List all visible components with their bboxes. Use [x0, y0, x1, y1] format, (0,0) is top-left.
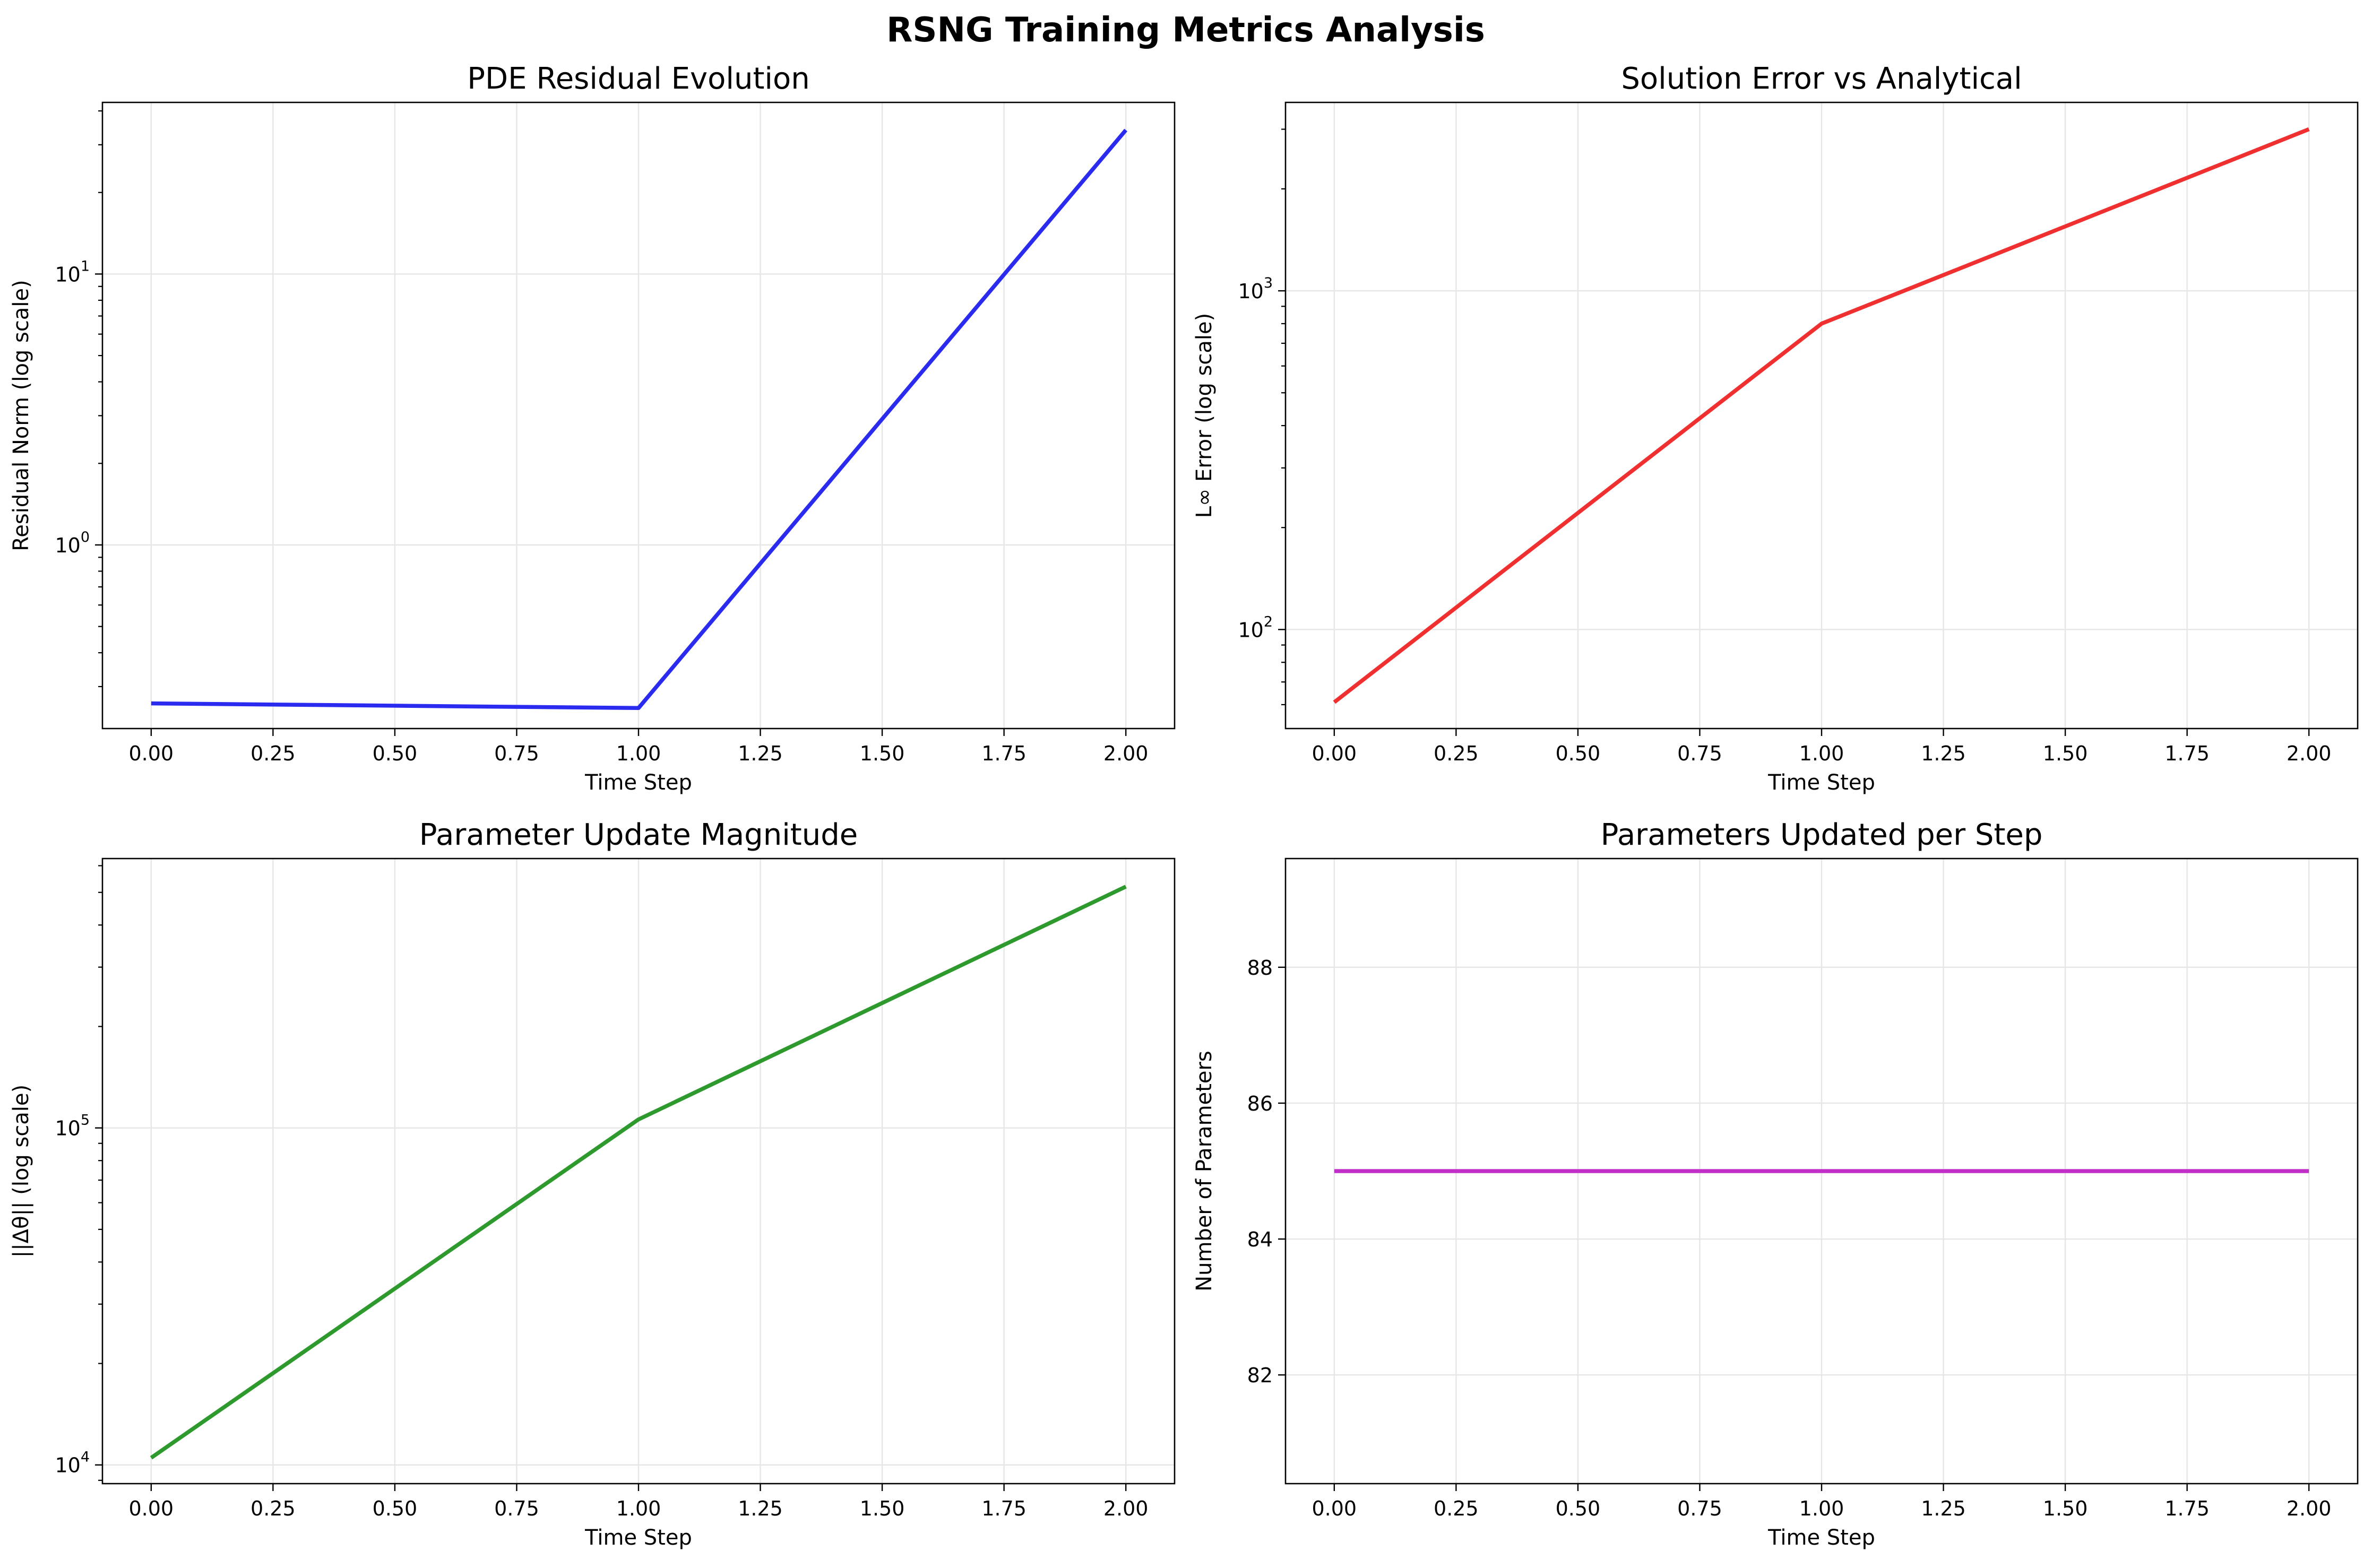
params-xtick-label-3: 0.75 [1677, 1497, 1722, 1520]
update-xtick-label-6: 1.50 [860, 1497, 905, 1520]
update-ytick-label-1: 105 [55, 1112, 90, 1140]
residual-xtick-label-2: 0.50 [373, 742, 418, 765]
figure-title: RSNG Training Metrics Analysis [886, 11, 1485, 50]
error-xtick-label-6: 1.50 [2043, 742, 2088, 765]
residual-panel: 0.00 0.25 0.50 0.75 1.00 1.25 1.50 1.75 2.00 100 1… [9, 62, 1176, 795]
update-xtick-label-4: 1.00 [616, 1497, 661, 1520]
update-xtick-label-1: 0.25 [251, 1497, 296, 1520]
error-panel: 0.00 0.25 0.50 0.75 1.00 1.25 1.50 1.75 2.00 102 1… [1192, 62, 2359, 795]
error-xtick-label-2: 0.50 [1556, 742, 1601, 765]
update-title: Parameter Update Magnitude [419, 818, 858, 852]
update-xtick-label-2: 0.50 [373, 1497, 418, 1520]
params-ytick-label-1: 84 [1247, 1228, 1273, 1251]
subplot-grid: 0.00 0.25 0.50 0.75 1.00 1.25 1.50 1.75 2.00 100 1… [9, 62, 2359, 1550]
error-axes-frame [1284, 101, 2359, 730]
params-xtick-label-8: 2.00 [2287, 1497, 2332, 1520]
params-axes-frame [1284, 857, 2359, 1485]
error-ytick-label-1: 103 [1238, 275, 1273, 303]
residual-xtick-label-8: 2.00 [1103, 742, 1149, 765]
params-xtick-label-7: 1.75 [2164, 1497, 2210, 1520]
residual-xtick-label-5: 1.25 [738, 742, 783, 765]
residual-axes-frame [101, 101, 1176, 730]
error-xtick-label-8: 2.00 [2287, 742, 2332, 765]
error-xtick-label-0: 0.00 [1312, 742, 1357, 765]
residual-ytick-label-0: 100 [55, 529, 90, 557]
error-series-line [1333, 127, 2310, 704]
update-xlabel: Time Step [584, 1526, 692, 1550]
params-xtick-label-4: 1.00 [1799, 1497, 1844, 1520]
update-xtick-label-8: 2.00 [1103, 1497, 1149, 1520]
params-ytick-label-2: 86 [1247, 1092, 1273, 1115]
residual-ytick-label-1: 101 [55, 258, 90, 286]
update-ylabel: ||Δθ|| (log scale) [9, 1085, 33, 1258]
error-xtick-label-1: 0.25 [1434, 742, 1479, 765]
residual-xtick-label-3: 0.75 [494, 742, 539, 765]
update-axes-frame [101, 857, 1176, 1485]
update-ytick-label-0: 104 [55, 1449, 90, 1477]
update-xtick-label-5: 1.25 [738, 1497, 783, 1520]
params-xtick-label-2: 0.50 [1556, 1497, 1601, 1520]
residual-series-line [151, 128, 1128, 711]
residual-xtick-label-6: 1.50 [860, 742, 905, 765]
update-xtick-label-0: 0.00 [129, 1497, 174, 1520]
error-ytick-label-0: 102 [1238, 613, 1273, 642]
params-xtick-label-0: 0.00 [1312, 1497, 1357, 1520]
residual-title: PDE Residual Evolution [467, 62, 809, 96]
params-ytick-label-0: 82 [1247, 1364, 1273, 1387]
residual-xtick-label-4: 1.00 [616, 742, 661, 765]
error-title: Solution Error vs Analytical [1621, 62, 2022, 96]
error-ylabel: L∞ Error (log scale) [1192, 313, 1217, 518]
params-xtick-label-1: 0.25 [1434, 1497, 1479, 1520]
params-title: Parameters Updated per Step [1601, 818, 2043, 852]
params-xtick-label-6: 1.50 [2043, 1497, 2088, 1520]
update-xtick-label-3: 0.75 [494, 1497, 539, 1520]
error-xtick-label-3: 0.75 [1677, 742, 1722, 765]
residual-xlabel: Time Step [584, 770, 692, 795]
residual-xtick-label-7: 1.75 [981, 742, 1027, 765]
error-xlabel: Time Step [1767, 770, 1875, 795]
residual-xtick-label-1: 0.25 [251, 742, 296, 765]
error-xtick-label-4: 1.00 [1799, 742, 1844, 765]
update-panel: 0.00 0.25 0.50 0.75 1.00 1.25 1.50 1.75 2.00 104 1… [9, 818, 1176, 1550]
params-xtick-label-5: 1.25 [1921, 1497, 1966, 1520]
update-series-line [150, 885, 1127, 1460]
error-xtick-label-7: 1.75 [2164, 742, 2210, 765]
params-panel: 0.00 0.25 0.50 0.75 1.00 1.25 1.50 1.75 2.00 82 84… [1192, 818, 2359, 1550]
params-ylabel: Number of Parameters [1192, 1051, 1217, 1292]
params-xlabel: Time Step [1767, 1526, 1875, 1550]
residual-ylabel: Residual Norm (log scale) [9, 280, 33, 551]
residual-xtick-label-0: 0.00 [129, 742, 174, 765]
error-xtick-label-5: 1.25 [1921, 742, 1966, 765]
update-xtick-label-7: 1.75 [981, 1497, 1027, 1520]
params-ytick-label-3: 88 [1247, 956, 1273, 980]
